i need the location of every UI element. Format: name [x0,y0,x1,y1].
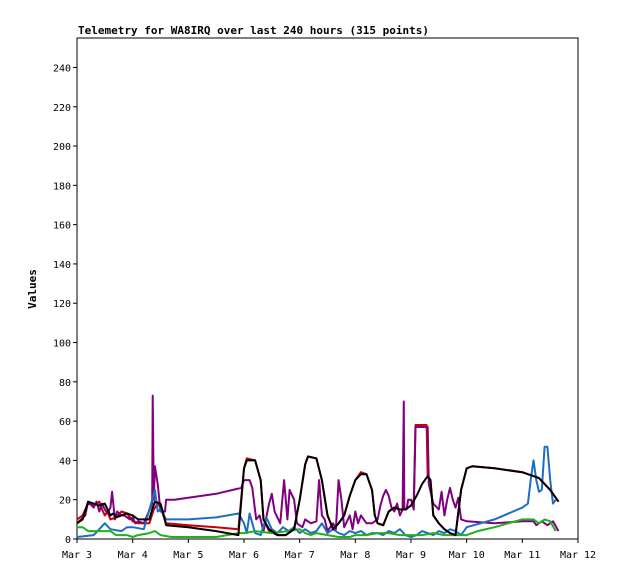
x-tick-label: Mar 7 [285,550,315,561]
y-tick-label: 0 [65,535,71,546]
x-tick-label: Mar 6 [229,550,259,561]
series-line-5 [76,455,560,537]
y-tick-label: 240 [53,63,71,74]
x-tick-label: Mar 3 [62,550,92,561]
y-tick-label: 220 [53,103,71,114]
chart-title: Telemetry for WA8IRQ over last 240 hours… [78,24,429,37]
y-tick-label: 100 [53,339,71,350]
y-tick-label: 40 [59,456,71,467]
x-tick-label: Mar 12 [560,550,596,561]
y-axis-label: Values [26,269,39,309]
x-tick-label: Mar 8 [340,550,370,561]
y-tick-label: 160 [53,221,71,232]
series-line-4 [77,518,557,538]
y-tick-label: 140 [53,260,71,271]
x-tick-label: Mar 9 [396,550,426,561]
y-tick-label: 180 [53,181,71,192]
x-tick-label: Mar 10 [449,550,485,561]
x-tick-label: Mar 4 [118,550,148,561]
y-tick-label: 80 [59,378,71,389]
y-axis: 0 20 40 60 80 100 120 140 160 180 200 220 240 [53,63,77,546]
y-tick-label: 20 [59,496,71,507]
x-tick-label: Mar 11 [504,550,540,561]
series-line-3 [76,445,557,538]
plot-area [76,37,579,540]
y-tick-label: 200 [53,142,71,153]
y-tick-label: 120 [53,299,71,310]
x-tick-label: Mar 5 [173,550,203,561]
y-tick-label: 60 [59,417,71,428]
x-axis: Mar 3 Mar 4 Mar 5 Mar 6 Mar 7 Mar 8 Mar 9 Mar 1… [62,539,596,561]
series-layer [76,394,560,538]
series-line-2 [76,394,560,533]
